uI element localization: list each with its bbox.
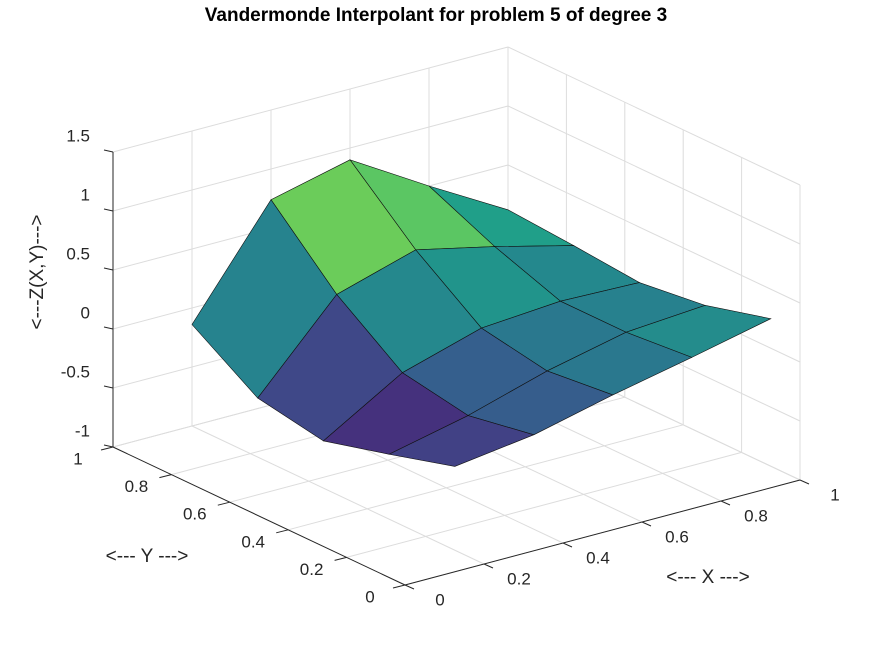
z-axis-label: <---Z(X,Y)---> — [27, 214, 48, 329]
tick — [562, 542, 573, 548]
grid-line — [191, 425, 485, 565]
tick — [159, 474, 172, 479]
grid-line — [112, 46, 509, 153]
tick — [799, 479, 810, 485]
grid-line — [288, 424, 684, 531]
tick — [334, 556, 347, 561]
z-tick-label: 0.5 — [66, 244, 90, 263]
grid-line — [112, 105, 509, 212]
y-tick-label: 0 — [365, 587, 374, 606]
tick — [100, 446, 114, 451]
chart-title: Vandermonde Interpolant for problem 5 of… — [205, 5, 667, 26]
grid-line — [507, 46, 801, 186]
y-tick-label: 1 — [73, 449, 82, 468]
x-tick-label: 0.8 — [744, 506, 768, 525]
tick — [641, 521, 652, 527]
y-tick-label: 0.8 — [125, 477, 149, 496]
grid-line — [507, 164, 801, 304]
z-tick-label: -1 — [75, 421, 90, 440]
x-tick-label: 0.2 — [507, 569, 531, 588]
tick — [392, 584, 406, 589]
y-tick-label: 0.4 — [241, 532, 265, 551]
x-tick-label: 1 — [830, 485, 839, 504]
z-tick-label: -0.5 — [61, 362, 90, 381]
x-tick-label: 0.4 — [586, 548, 610, 567]
x-tick-label: 0.6 — [665, 527, 689, 546]
tick — [276, 529, 289, 534]
tick — [103, 149, 114, 153]
grid-line — [346, 451, 742, 558]
x-axis — [404, 479, 801, 586]
x-axis-label: <--- X ---> — [666, 567, 749, 588]
x-tick-label: 0 — [435, 590, 444, 609]
z-tick-label: 0 — [81, 303, 90, 322]
tick — [483, 563, 494, 569]
tick — [103, 208, 114, 212]
z-tick-label: 1.5 — [66, 126, 90, 145]
tick — [103, 385, 114, 389]
tick — [217, 501, 230, 506]
tick — [103, 267, 114, 271]
tick — [720, 500, 731, 506]
y-tick-label: 0.6 — [183, 505, 207, 524]
tick — [103, 444, 114, 448]
tick — [103, 326, 114, 330]
grid-line — [507, 105, 801, 245]
z-tick-label: 1 — [81, 185, 90, 204]
y-axis — [112, 446, 406, 586]
y-axis-label: <--- Y ---> — [106, 546, 189, 567]
y-tick-label: 0.2 — [300, 560, 324, 579]
surface-face — [388, 415, 535, 467]
tick — [404, 584, 415, 590]
